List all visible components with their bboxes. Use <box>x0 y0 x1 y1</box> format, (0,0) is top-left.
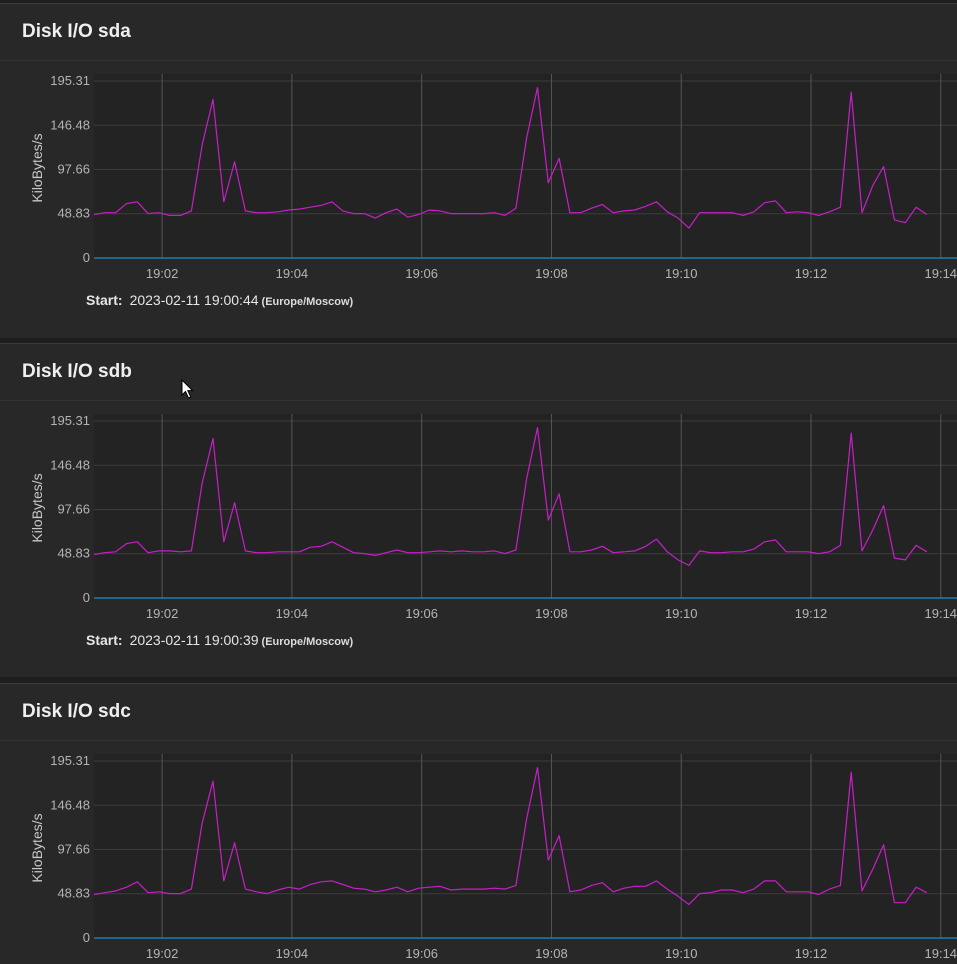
x-tick-label: 19:06 <box>405 946 438 961</box>
start-timestamp: 2023-02-11 19:00:39 <box>129 632 259 648</box>
y-tick-label: 146.48 <box>50 797 90 812</box>
panel-disk-io-sda: Disk I/O sda 0 48.83 97.66 146.48 195.31 19:0… <box>0 3 957 338</box>
start-label: Start: <box>86 632 123 648</box>
series-line-write <box>93 87 928 229</box>
y-axis-label: KiloBytes/s <box>29 813 45 882</box>
timezone-label: (Europe/Moscow) <box>261 296 354 308</box>
plot-area <box>94 74 957 258</box>
chart-disk-io-sdc[interactable]: 0 48.83 97.66 146.48 195.31 19:02 19:04 19:06 19… <box>0 741 957 963</box>
panel-disk-io-sdb: Disk I/O sdb 0 48.83 97.66 146.48 195.31 19:0… <box>0 343 957 677</box>
panel-title: Disk I/O sdb <box>22 361 132 382</box>
x-tick-label: 19:06 <box>405 606 438 621</box>
y-tick-label: 0 <box>83 930 90 945</box>
x-tick-label: 19:10 <box>665 606 698 621</box>
x-tick-label: 19:02 <box>146 606 179 621</box>
y-tick-label: 97.66 <box>57 501 90 516</box>
x-tick-label: 19:12 <box>795 606 828 621</box>
series-line-write <box>93 427 928 566</box>
y-tick-label: 195.31 <box>50 413 90 428</box>
x-tick-label: 19:08 <box>535 266 568 281</box>
start-info: Start: 2023-02-11 19:00:44 (Europe/Mosco… <box>86 292 353 308</box>
y-tick-label: 48.83 <box>57 546 90 561</box>
x-tick-label: 19:02 <box>146 946 179 961</box>
x-tick-label: 19:10 <box>665 946 698 961</box>
x-tick-label: 19:02 <box>146 266 179 281</box>
panel-title: Disk I/O sda <box>22 21 131 42</box>
panel-header: Disk I/O sdb <box>0 344 957 401</box>
start-info: Start: 2023-02-11 19:00:39 (Europe/Mosco… <box>86 632 353 648</box>
y-tick-label: 195.31 <box>50 73 90 88</box>
x-tick-label: 19:10 <box>665 266 698 281</box>
x-tick-label: 19:08 <box>535 946 568 961</box>
panel-title: Disk I/O sdc <box>22 701 131 722</box>
x-tick-label: 19:06 <box>405 266 438 281</box>
plot-area <box>94 754 957 938</box>
x-tick-label: 19:14 <box>925 606 957 621</box>
y-tick-label: 97.66 <box>57 841 90 856</box>
y-tick-label: 48.83 <box>57 206 90 221</box>
y-tick-label: 97.66 <box>57 161 90 176</box>
panel-header: Disk I/O sdc <box>0 684 957 741</box>
y-axis-label: KiloBytes/s <box>29 473 45 542</box>
x-tick-label: 19:04 <box>276 606 309 621</box>
x-tick-label: 19:12 <box>795 266 828 281</box>
arrow-cursor-icon <box>181 379 194 399</box>
y-tick-label: 48.83 <box>57 886 90 901</box>
y-tick-label: 0 <box>83 590 90 605</box>
start-label: Start: <box>86 292 123 308</box>
y-axis-label: KiloBytes/s <box>29 133 45 202</box>
panel-disk-io-sdc: Disk I/O sdc 0 48.83 97.66 146.48 195.31 19:0… <box>0 683 957 964</box>
y-tick-label: 146.48 <box>50 117 90 132</box>
x-tick-label: 19:04 <box>276 266 309 281</box>
start-timestamp: 2023-02-11 19:00:44 <box>129 292 259 308</box>
chart-disk-io-sdb[interactable]: 0 48.83 97.66 146.48 195.31 19:02 19:04 19:06 19… <box>0 401 957 623</box>
series-line-write <box>93 767 928 906</box>
chart-disk-io-sda[interactable]: 0 48.83 97.66 146.48 195.31 19:02 19:04 19:06 19… <box>0 61 957 283</box>
y-tick-label: 146.48 <box>50 457 90 472</box>
x-tick-label: 19:04 <box>276 946 309 961</box>
y-tick-label: 195.31 <box>50 753 90 768</box>
plot-area <box>94 414 957 598</box>
timezone-label: (Europe/Moscow) <box>261 636 354 648</box>
x-tick-label: 19:14 <box>925 946 957 961</box>
y-tick-label: 0 <box>83 250 90 265</box>
x-tick-label: 19:12 <box>795 946 828 961</box>
x-tick-label: 19:08 <box>535 606 568 621</box>
panel-header: Disk I/O sda <box>0 4 957 61</box>
x-tick-label: 19:14 <box>925 266 957 281</box>
